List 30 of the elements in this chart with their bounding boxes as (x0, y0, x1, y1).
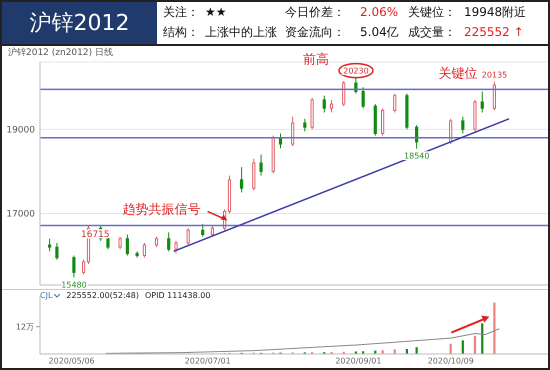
text: 关注： (163, 4, 200, 20)
text: 沪锌2012 (2, 2, 157, 44)
text: 今日价差： (285, 4, 346, 20)
text: 资金流向： (285, 24, 346, 40)
chart-subtitle: 沪锌2012 (zn2012) 日线 (8, 46, 113, 59)
annotation: 关键位 (438, 66, 478, 82)
x-tick-label: 2020/09/01 (335, 356, 382, 366)
annotation: CJL (40, 291, 52, 300)
text: 5.04亿 (360, 24, 400, 40)
x-tick-label: 2020/07/01 (184, 356, 231, 366)
annotation: 前高 (302, 52, 329, 68)
y-tick-label: 19000 (6, 126, 36, 136)
text: ★★ (205, 5, 228, 19)
annotation: 20135 (482, 70, 508, 80)
text: 2.06% (360, 5, 400, 19)
y-tick-label: 12万 (16, 322, 34, 332)
text: 225552 ↑ (464, 25, 525, 39)
annotation: 225552.00(52:48) (66, 291, 139, 300)
annotation: 15480 (61, 280, 87, 290)
text: 结构： (163, 24, 200, 40)
x-tick-label: 2020/10/09 (428, 356, 474, 366)
text: 19948附近 (464, 4, 528, 20)
text: 关键位： (408, 4, 457, 20)
text: 上涨中的上涨 (205, 24, 278, 40)
annotation: 20230 (343, 66, 369, 76)
x-tick-label: 2020/05/06 (48, 356, 95, 366)
text: 成交量： (408, 24, 457, 40)
annotation: OPID 111438.00 (144, 291, 210, 300)
annotation: 趋势共振信号 (122, 202, 201, 218)
y-tick-label: 17000 (6, 210, 36, 220)
